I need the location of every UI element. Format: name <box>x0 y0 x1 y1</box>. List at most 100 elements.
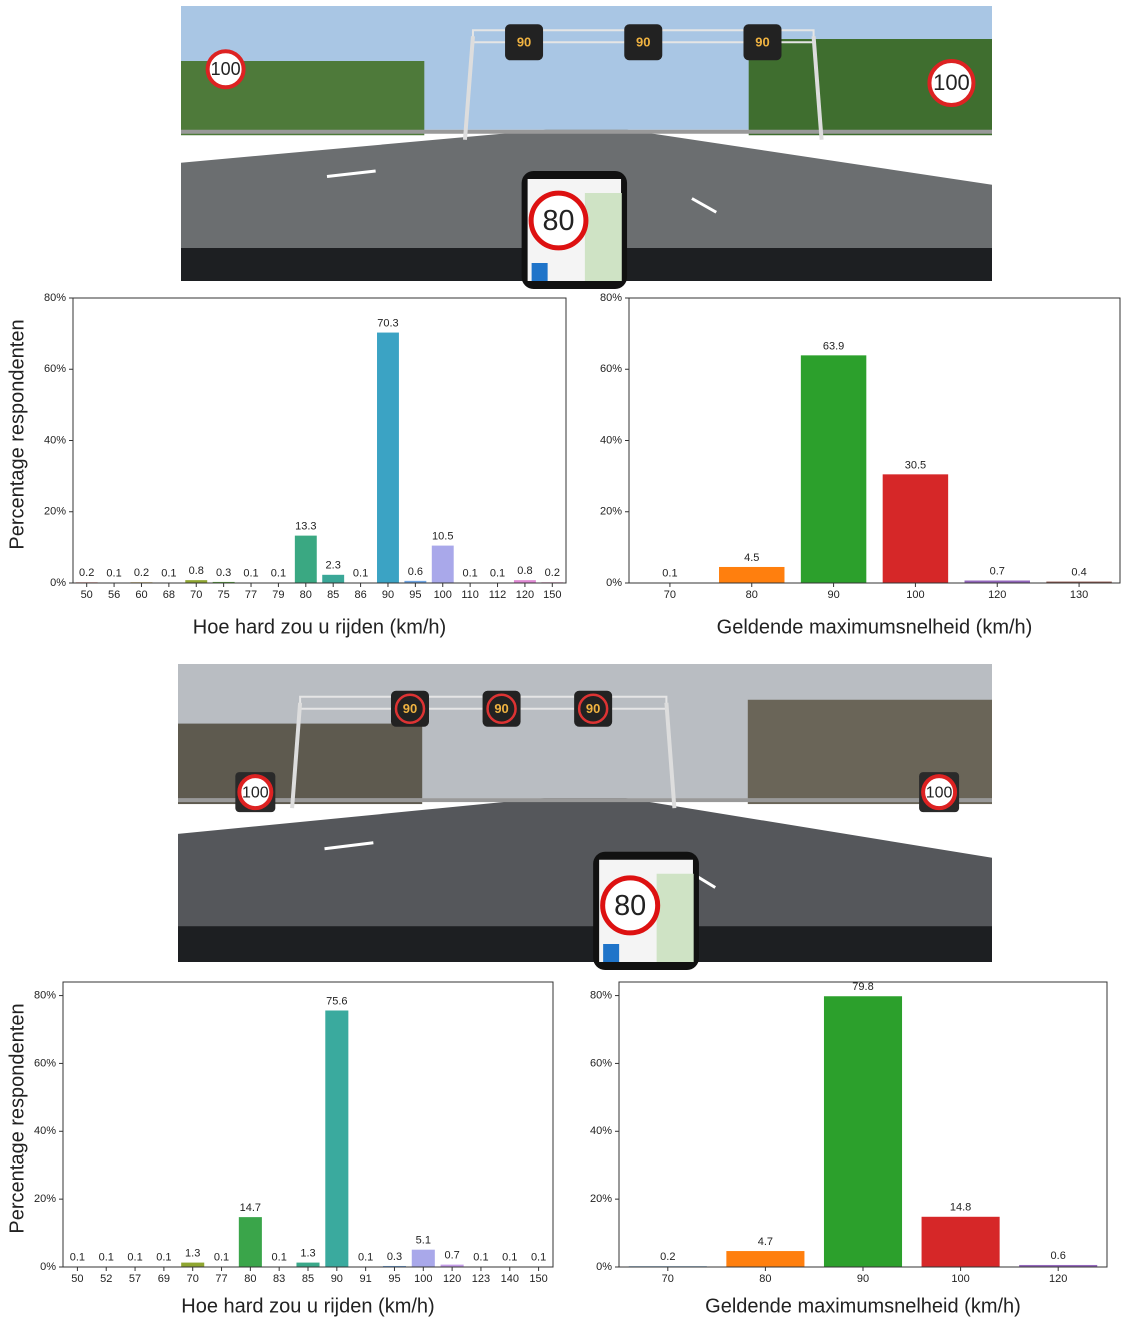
value-label: 0.1 <box>531 1252 546 1264</box>
bar <box>440 1264 464 1267</box>
value-label: 0.8 <box>517 565 532 577</box>
y-tick-label: 20% <box>590 1193 612 1205</box>
x-tick-label: 90 <box>857 1273 869 1285</box>
x-tick-label: 100 <box>906 589 924 601</box>
dashboard <box>178 926 992 962</box>
road <box>178 798 992 962</box>
lane-mark <box>324 841 374 851</box>
value-label: 0.2 <box>79 567 94 579</box>
matrix-sign-text: 90 <box>517 35 531 50</box>
value-label: 0.7 <box>444 1250 459 1262</box>
plot-frame <box>72 297 567 584</box>
matrix-sign <box>505 24 544 61</box>
speed-sign-text: 100 <box>926 784 953 801</box>
x-tick-label: 85 <box>302 1273 314 1285</box>
x-tick-label: 150 <box>529 1273 547 1285</box>
value-label: 70.3 <box>377 317 398 329</box>
x-tick-label: 80 <box>746 589 758 601</box>
x-tick-label: 100 <box>951 1273 969 1285</box>
value-label: 75.6 <box>326 995 347 1007</box>
matrix-sign <box>743 24 782 61</box>
y-tick-label: 60% <box>44 363 66 375</box>
bar <box>181 1262 205 1267</box>
plot-frame <box>618 981 1108 1268</box>
speed-sign <box>237 774 274 811</box>
value-label: 30.5 <box>905 459 926 471</box>
bar <box>513 580 536 583</box>
value-label: 0.1 <box>462 568 477 580</box>
value-label: 0.4 <box>1071 566 1086 578</box>
x-tick-label: 90 <box>382 589 394 601</box>
nav-arrow <box>603 944 620 962</box>
x-tick-label: 123 <box>472 1273 490 1285</box>
x-tick-label: 79 <box>272 589 284 601</box>
x-tick-label: 57 <box>129 1273 141 1285</box>
bar <box>800 355 867 583</box>
value-label: 0.1 <box>353 568 368 580</box>
matrix-ring <box>486 693 517 724</box>
value-label: 13.3 <box>295 521 316 533</box>
value-label: 0.1 <box>161 568 176 580</box>
speed-sign-text: 100 <box>933 70 970 95</box>
gantry-post <box>664 702 677 809</box>
value-label: 0.1 <box>243 568 258 580</box>
matrix-sign-text: 90 <box>494 701 508 716</box>
value-label: 0.1 <box>127 1252 142 1264</box>
value-label: 14.7 <box>240 1202 261 1214</box>
value-label: 4.7 <box>758 1236 773 1248</box>
y-tick-label: 0% <box>606 577 622 589</box>
y-axis-label: Percentage respondenten <box>6 319 28 549</box>
matrix-sign-text: 90 <box>755 35 769 50</box>
bar <box>212 581 235 583</box>
x-tick-label: 77 <box>245 589 257 601</box>
y-axis-label: Percentage respondenten <box>6 1003 28 1233</box>
value-label: 0.1 <box>214 1252 229 1264</box>
x-tick-label: 56 <box>108 589 120 601</box>
matrix-sign-text: 90 <box>586 701 600 716</box>
x-tick-label: 52 <box>100 1273 112 1285</box>
x-tick-label: 90 <box>827 589 839 601</box>
plot-frame <box>62 981 554 1268</box>
phone-sign-text: 80 <box>614 890 646 922</box>
y-tick-label: 0% <box>50 577 66 589</box>
value-label: 2.3 <box>326 560 341 572</box>
bar <box>1019 1264 1098 1267</box>
y-tick-label: 40% <box>34 1125 56 1137</box>
matrix-sign-text: 90 <box>636 35 650 50</box>
speed-sign-text: 100 <box>242 784 269 801</box>
phone-sign <box>528 190 589 251</box>
speed-sign <box>205 49 246 90</box>
x-tick-label: 120 <box>988 589 1006 601</box>
nav-arrow <box>531 263 548 281</box>
bar <box>185 580 208 583</box>
trees-left <box>178 723 423 805</box>
bar <box>325 1010 349 1267</box>
bar <box>1046 581 1112 583</box>
x-tick-label: 120 <box>443 1273 461 1285</box>
bar <box>431 545 454 583</box>
gantry-post <box>811 36 824 140</box>
value-label: 1.3 <box>300 1247 315 1259</box>
road-edge <box>178 798 992 803</box>
value-label: 0.1 <box>99 1252 114 1264</box>
x-tick-label: 100 <box>434 589 452 601</box>
y-tick-label: 20% <box>34 1193 56 1205</box>
bar <box>726 1251 805 1267</box>
x-axis-label: Geldende maximumsnelheid (km/h) <box>717 616 1033 638</box>
value-label: 4.5 <box>744 552 759 564</box>
y-tick-label: 40% <box>590 1125 612 1137</box>
bar <box>322 574 345 583</box>
x-axis-label: Hoe hard zou u rijden (km/h) <box>181 1295 434 1317</box>
y-tick-label: 40% <box>600 434 622 446</box>
x-tick-label: 70 <box>662 1273 674 1285</box>
x-tick-label: 50 <box>71 1273 83 1285</box>
value-label: 0.1 <box>502 1252 517 1264</box>
matrix-ring <box>577 693 609 724</box>
x-tick-label: 140 <box>501 1273 519 1285</box>
value-label: 0.1 <box>70 1252 85 1264</box>
bar <box>921 1216 1000 1267</box>
value-label: 14.8 <box>950 1202 971 1214</box>
x-tick-label: 130 <box>1070 589 1088 601</box>
x-tick-label: 77 <box>215 1273 227 1285</box>
